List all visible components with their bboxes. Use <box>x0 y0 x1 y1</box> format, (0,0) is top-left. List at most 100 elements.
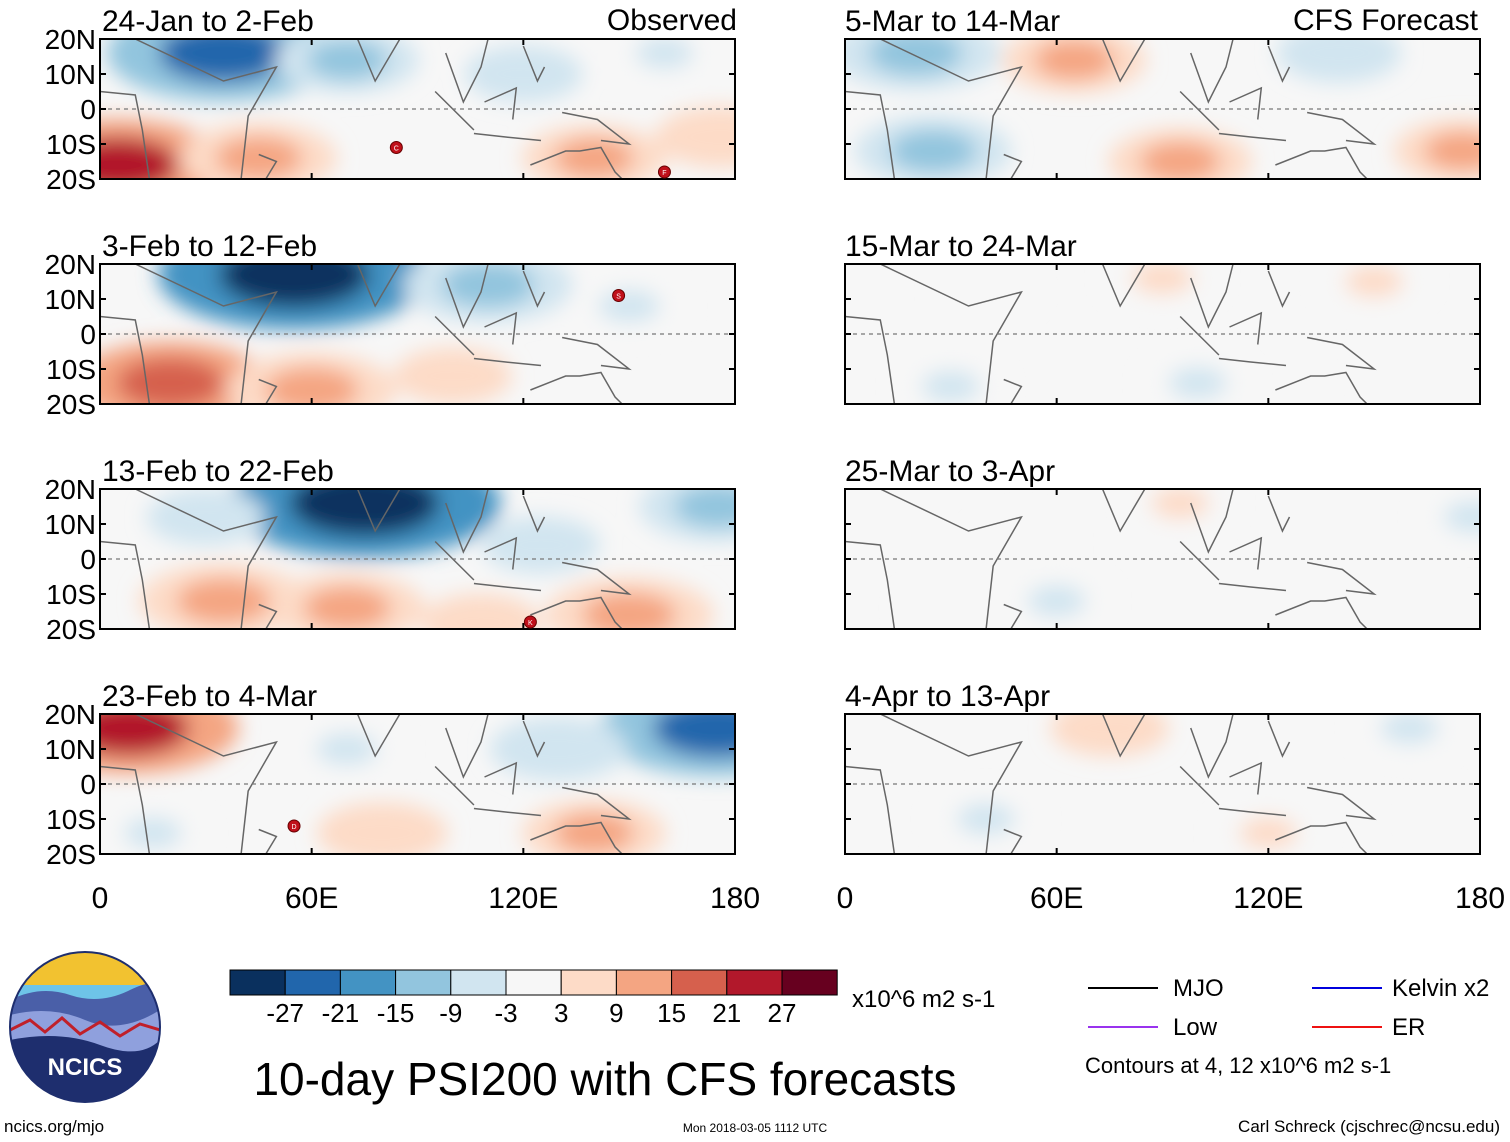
anomaly-core <box>159 39 288 83</box>
x-tick-label: 180 <box>1455 882 1505 915</box>
panel-8: 4-Apr to 13-Apr <box>844 680 1481 855</box>
y-tick-label: 20N <box>45 699 96 730</box>
colorbar-swatch <box>615 969 673 996</box>
colorbar-swatch <box>339 969 397 996</box>
y-tick-label: 20S <box>46 164 96 195</box>
colorbar-swatch <box>505 969 562 996</box>
coastlines <box>100 489 632 629</box>
y-tick-label: 10S <box>46 354 96 385</box>
anomaly-core <box>100 714 189 756</box>
y-tick-label: 0 <box>80 544 96 575</box>
anomaly-core <box>1239 817 1298 849</box>
panel-period-label: 5-Mar to 14-Mar <box>845 5 1060 38</box>
colorbar-swatch <box>726 969 783 996</box>
anomaly-core <box>1435 803 1480 835</box>
panel-period-label: 3-Feb to 12-Feb <box>102 230 317 263</box>
anomaly-core <box>289 489 440 536</box>
x-tick-label: 120E <box>488 882 558 915</box>
anomaly-core <box>490 56 556 92</box>
anomaly-core <box>303 586 391 629</box>
anomaly-core <box>346 814 419 852</box>
anomaly-core <box>1304 39 1374 71</box>
panel-period-label: 23-Feb to 4-Mar <box>102 680 317 713</box>
footer-author: Carl Schreck (cjschrec@ncsu.edu) <box>1238 1117 1500 1136</box>
ncics-logo: NCICS <box>9 951 161 1103</box>
x-tick-label: 60E <box>1030 882 1083 915</box>
storm-letter: C <box>394 146 399 153</box>
anomaly-core <box>1077 714 1143 746</box>
colorbar-swatch <box>395 969 452 996</box>
y-tick-label: 10S <box>46 579 96 610</box>
storm-letter: D <box>291 824 296 831</box>
anomaly-core <box>176 578 271 624</box>
anomaly-core <box>508 527 574 563</box>
storm-letter: S <box>616 294 621 301</box>
y-tick-label: 10N <box>45 734 96 765</box>
y-tick-label: 0 <box>80 319 96 350</box>
panel-2: 20N 10N 0 10S 20S S 3-Feb to 12-Feb <box>45 230 736 420</box>
panel-5: 5-Mar to 14-Mar <box>844 5 1481 180</box>
anomaly-core <box>684 118 735 156</box>
x-tick-label: 0 <box>837 882 854 915</box>
colorbar-swatch <box>229 969 286 996</box>
colorbar-label: 15 <box>657 998 686 1028</box>
anomaly-core <box>653 714 735 758</box>
anomaly-core <box>635 39 694 69</box>
y-tick-label: 10N <box>45 509 96 540</box>
storm-marker <box>287 819 301 833</box>
anomaly-core <box>890 129 977 173</box>
storm-marker <box>523 615 537 629</box>
anomaly-core <box>1151 489 1210 519</box>
x-tick-label: 180 <box>710 882 760 915</box>
anomaly-core <box>100 137 179 179</box>
storm-marker <box>657 165 671 179</box>
y-tick-label: 10S <box>46 804 96 835</box>
y-tick-label: 10N <box>45 284 96 315</box>
panel-period-label: 13-Feb to 22-Feb <box>102 455 334 488</box>
anomaly-core <box>215 136 302 179</box>
logo-text: NCICS <box>48 1054 123 1081</box>
y-tick-label: 20N <box>45 24 96 55</box>
colorbar-label: -9 <box>439 998 462 1028</box>
colorbar-swatch <box>284 969 341 996</box>
anomaly-field <box>898 264 1460 404</box>
legend-kelvin-label: Kelvin x2 <box>1392 975 1489 1002</box>
coastlines <box>845 39 1377 179</box>
anomaly-core <box>420 358 486 394</box>
anomaly-core <box>520 729 597 769</box>
legend-low-label: Low <box>1173 1014 1218 1041</box>
anomaly-core <box>1443 501 1480 533</box>
coastlines <box>100 714 632 854</box>
coastlines <box>845 264 1377 404</box>
anomaly-core <box>554 138 634 178</box>
panel-period-label: 25-Mar to 3-Apr <box>845 455 1055 488</box>
anomaly-field <box>138 489 735 629</box>
anomaly-core <box>307 40 387 80</box>
y-tick-label: 20N <box>45 249 96 280</box>
anomaly-core <box>958 276 1014 308</box>
anomaly-core <box>1382 353 1437 385</box>
storm-marker <box>612 289 626 302</box>
panel-period-label: 15-Mar to 24-Mar <box>845 230 1077 263</box>
panel-period-label: 24-Jan to 2-Feb <box>102 5 314 38</box>
anomaly-core <box>923 592 979 624</box>
panel-6: 15-Mar to 24-Mar <box>844 230 1481 405</box>
anomaly-core <box>957 803 1016 835</box>
storm-letter: F <box>662 170 666 177</box>
y-tick-label: 20N <box>45 474 96 505</box>
contours-note: Contours at 4, 12 x10^6 m2 s-1 <box>1085 1053 1391 1078</box>
anomaly-core <box>448 604 514 629</box>
anomaly-field <box>100 39 735 179</box>
anomaly-core <box>1034 40 1114 80</box>
y-tick-label: 10S <box>46 129 96 160</box>
colorbar-label: -3 <box>494 998 517 1028</box>
y-tick-label: 0 <box>80 769 96 800</box>
footer-timestamp: Mon 2018-03-05 1112 UTC <box>683 1121 828 1135</box>
anomaly-core <box>441 264 535 308</box>
footer-url: ncics.org/mjo <box>4 1117 104 1136</box>
y-tick-label: 20S <box>46 839 96 870</box>
figure-title: 10-day PSI200 with CFS forecasts <box>253 1053 956 1105</box>
anomaly-core <box>1345 265 1404 298</box>
anomaly-core <box>265 367 359 404</box>
anomaly-core <box>1424 131 1480 171</box>
